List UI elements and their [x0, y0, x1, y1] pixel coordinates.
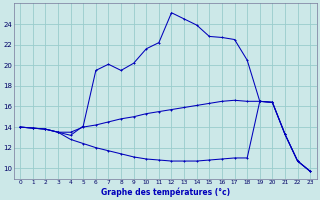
X-axis label: Graphe des températures (°c): Graphe des températures (°c) [100, 187, 230, 197]
